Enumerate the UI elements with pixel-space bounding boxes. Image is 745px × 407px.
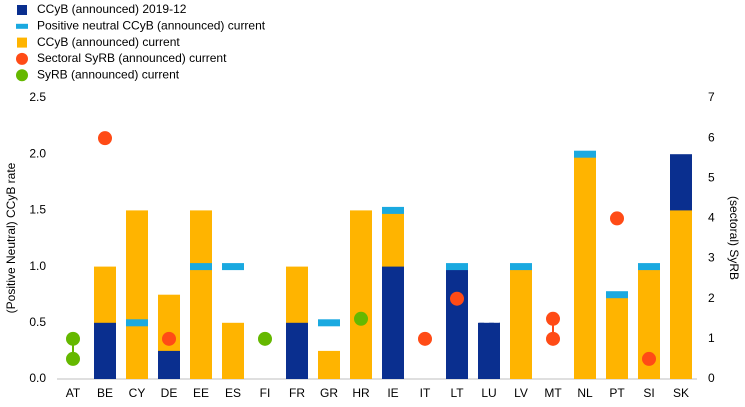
legend-marker xyxy=(16,69,28,82)
dot xyxy=(258,331,272,346)
dot xyxy=(66,331,80,346)
x-tick-label: SK xyxy=(673,386,689,400)
x-tick-label: NL xyxy=(577,386,593,400)
y2-tick-label: 5 xyxy=(708,170,715,184)
legend-label: CCyB (announced) current xyxy=(37,35,180,49)
legend-marker xyxy=(16,52,28,65)
x-tick-label: DE xyxy=(161,386,178,400)
neutral-marker xyxy=(574,150,596,158)
x-tick-label: EE xyxy=(193,386,209,400)
y2-tick-label: 7 xyxy=(708,90,715,104)
x-tick-label: ES xyxy=(225,386,241,400)
y2-tick-label: 0 xyxy=(708,371,715,385)
y-tick-label: 2.0 xyxy=(29,146,46,160)
neutral-marker xyxy=(126,319,148,327)
dot xyxy=(546,331,560,346)
x-tick-label: SI xyxy=(643,386,654,400)
legend-marker xyxy=(17,37,27,48)
x-tick-label: LT xyxy=(450,386,464,400)
legend-label: Positive neutral CCyB (announced) curren… xyxy=(37,18,266,32)
y2-tick-label: 2 xyxy=(708,291,715,305)
y-tick-label: 0.0 xyxy=(29,371,46,385)
bar xyxy=(382,266,404,379)
dot xyxy=(98,131,112,146)
x-tick-label: FI xyxy=(260,386,271,400)
bar xyxy=(670,210,692,379)
bar xyxy=(158,350,180,379)
bar xyxy=(318,350,340,379)
y-tick-label: 1.0 xyxy=(29,259,46,273)
neutral-marker xyxy=(222,263,244,271)
x-tick-label: BE xyxy=(97,386,113,400)
legend-label: SyRB (announced) current xyxy=(37,67,180,81)
legend-marker xyxy=(16,23,28,29)
bar xyxy=(286,322,308,379)
bar xyxy=(94,322,116,379)
x-tick-label: AT xyxy=(66,386,81,400)
dot xyxy=(418,331,432,346)
x-tick-label: IE xyxy=(387,386,398,400)
y2-tick-label: 1 xyxy=(708,331,715,345)
neutral-marker xyxy=(446,263,468,271)
bar xyxy=(446,266,468,379)
neutral-marker xyxy=(318,319,340,327)
y-tick-label: 2.5 xyxy=(29,90,46,104)
dot xyxy=(354,311,368,326)
legend-label: Sectoral SyRB (announced) current xyxy=(37,51,227,65)
bar xyxy=(126,210,148,379)
x-tick-label: LU xyxy=(481,386,496,400)
neutral-marker xyxy=(606,291,628,299)
bar xyxy=(350,210,372,379)
dot xyxy=(66,351,80,366)
neutral-marker xyxy=(638,263,660,271)
bar xyxy=(574,154,596,379)
neutral-marker xyxy=(382,206,404,214)
y-tick-label: 1.5 xyxy=(29,203,46,217)
y2-axis-title: (sectoral) SyRB xyxy=(727,196,741,280)
dot xyxy=(162,331,176,346)
bar xyxy=(638,266,660,379)
y2-tick-label: 4 xyxy=(708,211,715,225)
y2-tick-label: 6 xyxy=(708,130,715,144)
legend-label: CCyB (announced) 2019-12 xyxy=(37,2,187,16)
y2-tick-label: 3 xyxy=(708,251,715,265)
dot xyxy=(610,211,624,226)
bar xyxy=(510,266,532,379)
x-tick-label: IT xyxy=(420,386,431,400)
x-tick-label: LV xyxy=(514,386,528,400)
dot xyxy=(642,351,656,366)
x-tick-label: CY xyxy=(129,386,146,400)
x-tick-label: MT xyxy=(544,386,562,400)
x-tick-label: GR xyxy=(320,386,338,400)
bar xyxy=(478,322,500,379)
neutral-marker xyxy=(510,263,532,271)
legend-marker xyxy=(17,5,27,15)
dot xyxy=(546,311,560,326)
bar xyxy=(606,294,628,379)
bar xyxy=(190,210,212,379)
bar xyxy=(222,322,244,379)
y-tick-label: 0.5 xyxy=(29,315,46,329)
x-tick-label: PT xyxy=(609,386,625,400)
y-axis-title: (Positive Neutral) CCyB rate xyxy=(4,162,18,313)
dot xyxy=(450,291,464,306)
x-tick-label: HR xyxy=(352,386,370,400)
neutral-marker xyxy=(190,263,212,271)
x-tick-label: FR xyxy=(289,386,305,400)
